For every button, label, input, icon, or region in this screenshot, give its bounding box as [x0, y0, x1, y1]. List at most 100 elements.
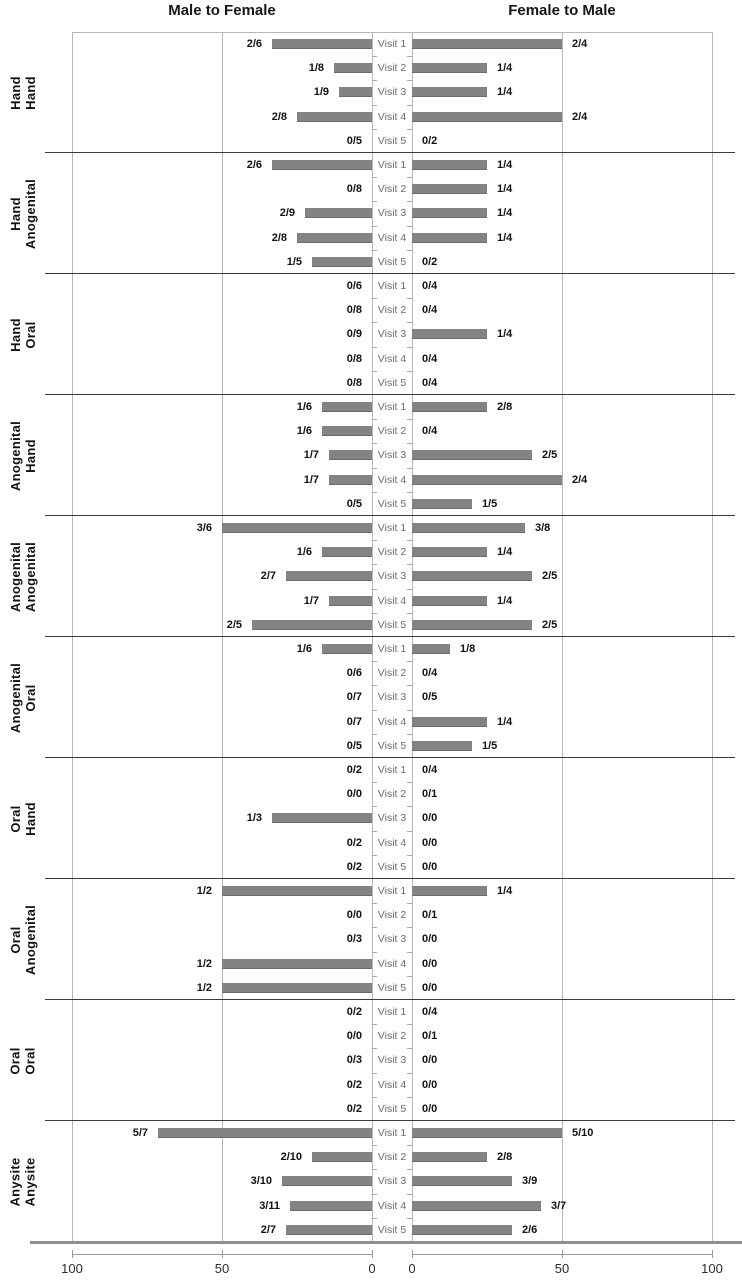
panel-row-label-text: Anogenital Anogenital [8, 541, 39, 612]
value-label-male-to-female-visit-1: 2/6 [246, 38, 262, 50]
bar-male-to-female-visit-1 [158, 1128, 372, 1138]
value-label-male-to-female-visit-5: 0/2 [346, 1102, 362, 1115]
visit-label: Visit 2 [377, 667, 407, 680]
axis-tick [407, 1024, 412, 1026]
value-label-male-to-female-visit-4: 2/8 [271, 231, 287, 244]
axis-tick [407, 951, 412, 953]
visit-label: Visit 1 [377, 280, 407, 292]
panel-row-label-text: Hand Hand [7, 75, 38, 110]
bar-female-to-male-visit-4 [412, 111, 562, 122]
value-label-female-to-male-visit-1: 0/4 [422, 280, 438, 292]
panel-row-label-text: Hand Oral [7, 317, 38, 352]
panel-top-border [72, 32, 712, 33]
bar-male-to-female-visit-1 [222, 523, 372, 533]
value-label-female-to-male-visit-2: 1/4 [497, 62, 513, 75]
value-label-female-to-male-visit-1: 2/8 [497, 401, 513, 413]
value-label-female-to-male-visit-5: 0/2 [422, 255, 438, 268]
panel-row-label-hand-oral: Hand Oral [0, 274, 46, 395]
value-label-male-to-female-visit-3: 1/7 [303, 449, 319, 462]
panel-row-label-oral-oral: Oral Oral [0, 1000, 46, 1121]
value-label-female-to-male-visit-3: 1/4 [497, 207, 513, 220]
bar-male-to-female-visit-4 [222, 958, 372, 969]
panel-row-label-oral-hand: Oral Hand [0, 758, 46, 879]
panel-row-label-hand-anogenital: Hand Anogenital [0, 153, 46, 274]
visit-label: Visit 3 [377, 570, 407, 583]
gridline-50-left [222, 1121, 223, 1242]
axis-tick [372, 733, 377, 735]
panel-hand-oral: Hand Oral Visit 1 0/6 0/4 Visit 2 0/8 0/4 Visit … [0, 274, 742, 395]
value-label-male-to-female-visit-3: 0/3 [346, 933, 362, 946]
value-label-female-to-male-visit-3: 0/0 [422, 933, 438, 946]
visit-label: Visit 1 [377, 764, 407, 776]
visit-label: Visit 3 [377, 207, 407, 220]
visit-label: Visit 1 [377, 885, 407, 897]
axis-tick [372, 467, 377, 469]
panel-separator [45, 1120, 735, 1121]
visit-label: Visit 2 [377, 304, 407, 317]
axis-tick [407, 588, 412, 590]
axis-label-left-100: 100 [61, 1261, 83, 1276]
bar-male-to-female-visit-5 [222, 982, 372, 993]
panel-row-label-text: Anogenital Hand [8, 420, 39, 491]
axis-tick [407, 346, 412, 348]
gridline-100-right [712, 153, 713, 274]
value-label-male-to-female-visit-1: 3/6 [196, 522, 212, 534]
value-label-male-to-female-visit-2: 1/8 [308, 62, 324, 75]
value-label-male-to-female-visit-4: 0/2 [346, 1078, 362, 1091]
bar-female-to-male-visit-2 [412, 184, 487, 195]
axis-tick [407, 733, 412, 735]
axis-tick-right-0 [412, 1250, 413, 1258]
bar-male-to-female-visit-3 [286, 571, 372, 582]
visit-label: Visit 5 [377, 739, 407, 752]
axis-tick [407, 564, 412, 566]
value-label-female-to-male-visit-2: 0/4 [422, 304, 438, 317]
axis-tick [407, 661, 412, 663]
visit-label: Visit 2 [377, 1151, 407, 1164]
axis-tick [407, 128, 412, 130]
visit-label: Visit 4 [377, 231, 407, 244]
visit-label: Visit 5 [377, 134, 407, 147]
value-label-male-to-female-visit-4: 1/2 [196, 957, 212, 970]
axis-zero-line-right [412, 637, 413, 758]
value-label-female-to-male-visit-4: 2/4 [572, 110, 588, 123]
bar-female-to-male-visit-3 [412, 571, 532, 582]
value-label-female-to-male-visit-1: 3/8 [535, 522, 551, 534]
axis-tick [372, 540, 377, 542]
panel-separator [45, 636, 735, 637]
value-label-male-to-female-visit-4: 0/2 [346, 836, 362, 849]
gridline-50-right [562, 516, 563, 637]
gridline-50-right [562, 1000, 563, 1121]
panel-separator [45, 273, 735, 274]
gridline-100-right [712, 637, 713, 758]
axis-tick [407, 1048, 412, 1050]
visit-label: Visit 4 [377, 352, 407, 365]
axis-tick [372, 927, 377, 929]
gridline-50-left [222, 637, 223, 758]
bar-female-to-male-visit-4 [412, 595, 487, 606]
panel-row-label-hand-hand: Hand Hand [0, 32, 46, 153]
axis-tick [407, 685, 412, 687]
value-label-female-to-male-visit-1: 1/4 [497, 159, 513, 171]
bar-female-to-male-visit-4 [412, 232, 487, 243]
visit-label: Visit 2 [377, 788, 407, 801]
axis-tick [407, 201, 412, 203]
value-label-female-to-male-visit-4: 2/4 [572, 473, 588, 486]
axis-tick [372, 612, 377, 614]
bar-female-to-male-visit-1 [412, 1128, 562, 1138]
axis-tick [372, 298, 377, 300]
visit-label: Visit 4 [377, 1078, 407, 1091]
panel-separator [45, 757, 735, 758]
value-label-female-to-male-visit-4: 1/4 [497, 715, 513, 728]
axis-tick [372, 104, 377, 106]
value-label-female-to-male-visit-4: 0/0 [422, 957, 438, 970]
axis-tick [407, 370, 412, 372]
axis-tick [407, 927, 412, 929]
visit-label: Visit 4 [377, 836, 407, 849]
bar-female-to-male-visit-4 [412, 1200, 541, 1211]
gridline-100-left [72, 879, 73, 1000]
panel-hand-anogenital: Hand Anogenital Visit 1 2/6 1/4 Visit 2 0/8 1/4… [0, 153, 742, 274]
visit-label: Visit 3 [377, 449, 407, 462]
visit-label: Visit 2 [377, 546, 407, 559]
value-label-male-to-female-visit-5: 0/5 [346, 497, 362, 510]
bar-female-to-male-visit-3 [412, 1176, 512, 1187]
